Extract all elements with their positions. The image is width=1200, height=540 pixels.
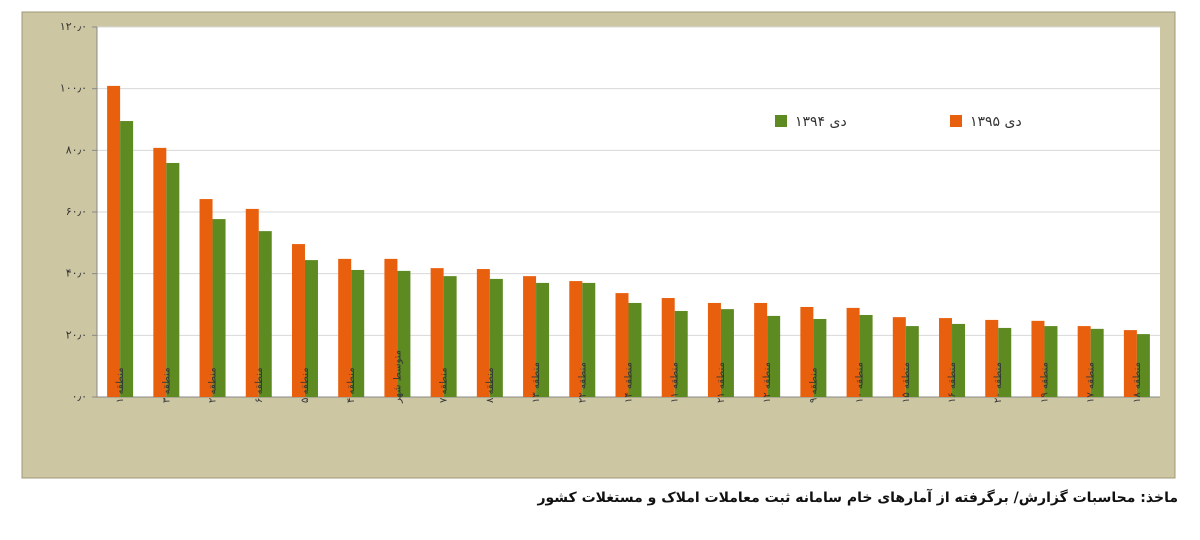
x-tick-label: منطقه ۲۲	[577, 362, 588, 403]
legend-swatch	[950, 115, 962, 127]
x-tick-label: منطقه ۹	[808, 367, 819, 403]
bar	[120, 121, 134, 398]
bar	[489, 278, 503, 397]
bar	[166, 162, 180, 397]
y-tick-label: ۲۰٫۰	[66, 328, 87, 341]
bar	[212, 219, 226, 397]
x-tick-label: منطقه ۳	[161, 367, 172, 403]
bar	[1044, 326, 1058, 397]
bar	[628, 302, 642, 397]
bar	[952, 323, 966, 397]
bar	[1123, 330, 1137, 397]
x-tick-label: منطقه ۲۰	[993, 362, 1004, 403]
x-tick-label: منطقه ۶	[254, 367, 265, 403]
x-tick-label: منطقه ۱	[115, 367, 126, 403]
bar	[720, 309, 734, 397]
bar	[905, 326, 919, 397]
x-tick-label: منطقه ۸	[485, 367, 496, 403]
bar	[430, 268, 444, 397]
bar	[476, 269, 490, 397]
legend-label: دی ۱۳۹۵	[970, 114, 1022, 130]
bar	[674, 310, 688, 397]
x-tick-label: متوسط شهر	[392, 350, 403, 404]
bar	[107, 85, 121, 398]
bar	[859, 314, 873, 397]
x-tick-label: منطقه ۵	[300, 367, 311, 403]
x-tick-label: منطقه ۱۳	[531, 362, 542, 403]
x-tick-label: منطقه ۱۵	[901, 362, 912, 403]
legend-label: دی ۱۳۹۴	[795, 114, 847, 130]
bar	[615, 293, 629, 397]
y-tick-label: ۶۰٫۰	[66, 205, 87, 218]
x-tick-label: منطقه ۱۸	[1132, 362, 1143, 403]
bar	[998, 327, 1012, 397]
x-tick-label: منطقه ۲۱	[716, 362, 727, 403]
bar	[707, 302, 721, 397]
bar	[813, 318, 827, 397]
bar	[892, 317, 906, 397]
x-tick-label: منطقه ۱۲	[762, 362, 773, 403]
y-tick-label: ۱۲۰٫۰	[60, 20, 87, 33]
bar	[338, 258, 352, 397]
bar	[767, 315, 781, 397]
bar	[153, 147, 167, 397]
bar	[754, 302, 768, 397]
bar	[245, 208, 259, 397]
bar	[351, 269, 365, 397]
x-tick-label: منطقه ۷	[439, 367, 450, 403]
x-tick-label: منطقه ۱۴	[624, 362, 635, 403]
bar	[939, 318, 953, 397]
y-tick-label: ۱۰۰٫۰	[60, 82, 87, 95]
bar	[1031, 320, 1045, 397]
bar	[582, 282, 596, 397]
bar	[443, 276, 457, 397]
x-tick-label: منطقه ۴	[346, 367, 357, 403]
bar	[661, 298, 675, 397]
source-note: ماخذ: محاسبات گزارش/ برگرفته از آمارهای …	[536, 488, 1178, 506]
bar	[800, 306, 814, 397]
bar	[1136, 334, 1150, 397]
x-tick-label: منطقه ۱۱	[670, 362, 681, 403]
x-tick-label: منطقه ۱۷	[1086, 362, 1097, 403]
legend-swatch	[775, 115, 787, 127]
bar	[397, 270, 411, 397]
bar	[291, 244, 305, 397]
x-tick-label: منطقه ۱۹	[1039, 362, 1050, 403]
y-tick-label: ۴۰٫۰	[66, 267, 87, 280]
bar	[569, 281, 583, 397]
bar	[1090, 328, 1104, 397]
bar	[258, 231, 272, 397]
bar	[985, 319, 999, 397]
bar	[199, 199, 213, 397]
x-tick-label: منطقه ۲	[208, 367, 219, 403]
y-tick-label: ۸۰٫۰	[66, 143, 87, 156]
bar	[304, 260, 318, 397]
x-tick-label: منطقه ۱۶	[947, 362, 958, 403]
bar	[384, 258, 398, 397]
bar	[523, 276, 537, 397]
bar	[1077, 326, 1091, 397]
y-tick-label: ۰٫۰	[72, 390, 87, 403]
bar	[846, 307, 860, 397]
bar	[536, 282, 550, 397]
x-tick-label: منطقه ۱۰	[855, 362, 866, 403]
